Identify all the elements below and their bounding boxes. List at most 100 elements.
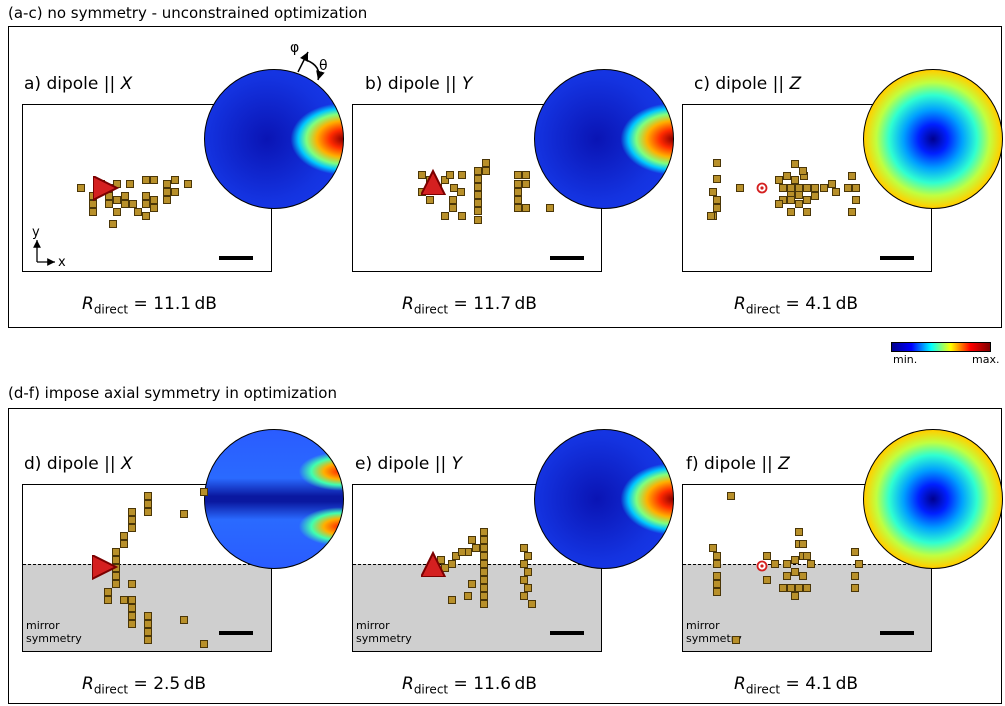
- nanoparticle: [426, 196, 434, 204]
- nanoparticle: [418, 171, 426, 179]
- panel-e-structure: [352, 484, 602, 652]
- panel-f-label: f) dipole || Z: [686, 454, 790, 474]
- nanoparticle: [480, 528, 488, 536]
- nanoparticle: [474, 191, 482, 199]
- nanoparticle: [134, 208, 142, 216]
- nanoparticle: [113, 196, 121, 204]
- nanoparticle: [524, 584, 532, 592]
- nanoparticle: [727, 492, 735, 500]
- nanoparticle: [128, 612, 136, 620]
- nanoparticle: [811, 184, 819, 192]
- nanoparticle: [799, 540, 807, 548]
- panel-d-mirror-text: mirror symmetry: [26, 619, 82, 645]
- nanoparticle: [142, 212, 150, 220]
- nanoparticle: [707, 212, 715, 220]
- nanoparticle: [713, 175, 721, 183]
- panel-b-rdirect: Rdirect = 11.7 dB: [402, 294, 537, 317]
- nanoparticle: [520, 544, 528, 552]
- nanoparticle: [713, 572, 721, 580]
- nanoparticle: [844, 184, 852, 192]
- nanoparticle: [163, 180, 171, 188]
- panel-e-mirror-text: mirror symmetry: [356, 619, 412, 645]
- panel-e-label: e) dipole || Y: [355, 454, 463, 474]
- nanoparticle: [113, 208, 121, 216]
- nanoparticle: [458, 212, 466, 220]
- nanoparticle: [791, 556, 799, 564]
- nanoparticle: [89, 192, 97, 200]
- nanoparticle: [783, 572, 791, 580]
- panel-f-mirror-region: [683, 564, 931, 651]
- nanoparticle: [713, 588, 721, 596]
- nanoparticle: [795, 528, 803, 536]
- nanoparticle: [121, 192, 129, 200]
- panel-d-radiation-pattern: [204, 429, 344, 569]
- nanoparticle: [713, 196, 721, 204]
- nanoparticle: [120, 596, 128, 604]
- nanoparticle: [448, 596, 456, 604]
- nanoparticle: [472, 544, 480, 552]
- nanoparticle: [150, 204, 158, 212]
- nanoparticle: [851, 584, 859, 592]
- panel-e-radiation-pattern: [534, 429, 674, 569]
- panel-f-rdirect: Rdirect = 4.1 dB: [734, 674, 859, 697]
- section-title-abc: (a-c) no symmetry - unconstrained optimi…: [8, 4, 368, 22]
- nanoparticle: [514, 204, 522, 212]
- nanoparticle: [851, 572, 859, 580]
- nanoparticle: [112, 572, 120, 580]
- colorbar-max-label: max.: [972, 353, 1000, 366]
- nanoparticle: [775, 176, 783, 184]
- nanoparticle: [121, 200, 129, 208]
- nanoparticle: [795, 191, 803, 199]
- nanoparticle: [787, 208, 795, 216]
- nanoparticle: [120, 532, 128, 540]
- nanoparticle: [524, 568, 532, 576]
- nanoparticle: [434, 184, 442, 192]
- nanoparticle: [144, 628, 152, 636]
- nanoparticle: [732, 636, 740, 644]
- nanoparticle: [736, 184, 744, 192]
- nanoparticle: [514, 196, 522, 204]
- nanoparticle: [480, 600, 488, 608]
- nanoparticle: [791, 592, 799, 600]
- nanoparticle: [432, 564, 440, 572]
- nanoparticle: [129, 200, 137, 208]
- nanoparticle: [480, 552, 488, 560]
- nanoparticle: [480, 576, 488, 584]
- nanoparticle: [142, 176, 150, 184]
- nanoparticle: [468, 580, 476, 588]
- nanoparticle: [848, 172, 856, 180]
- nanoparticle: [713, 204, 721, 212]
- nanoparticle: [126, 180, 134, 188]
- nanoparticle: [474, 167, 482, 175]
- panel-a-rdirect: Rdirect = 11.1 dB: [82, 294, 217, 317]
- nanoparticle: [144, 508, 152, 516]
- nanoparticle: [128, 604, 136, 612]
- nanoparticle: [520, 592, 528, 600]
- panel-a-radiation-pattern: [204, 69, 344, 209]
- nanoparticle: [142, 200, 150, 208]
- nanoparticle: [449, 204, 457, 212]
- nanoparticle: [522, 204, 530, 212]
- panel-e-mirror-region: [353, 564, 601, 651]
- nanoparticle: [520, 576, 528, 584]
- nanoparticle: [482, 167, 490, 175]
- nanoparticle: [811, 192, 819, 200]
- nanoparticle: [771, 560, 779, 568]
- nanoparticle: [474, 216, 482, 224]
- panel-f-scalebar: [880, 631, 914, 635]
- nanoparticle: [464, 592, 472, 600]
- nanoparticle: [128, 620, 136, 628]
- nanoparticle: [109, 220, 117, 228]
- nanoparticle: [820, 184, 828, 192]
- panel-d-scalebar: [219, 631, 253, 635]
- nanoparticle: [514, 188, 522, 196]
- nanoparticle: [105, 192, 113, 200]
- nanoparticle: [448, 560, 456, 568]
- section-box-def: [8, 408, 1002, 704]
- panel-e-scalebar: [550, 631, 584, 635]
- nanoparticle: [426, 176, 434, 184]
- nanoparticle: [787, 196, 795, 204]
- nanoparticle: [474, 199, 482, 207]
- nanoparticle: [514, 180, 522, 188]
- nanoparticle: [200, 488, 208, 496]
